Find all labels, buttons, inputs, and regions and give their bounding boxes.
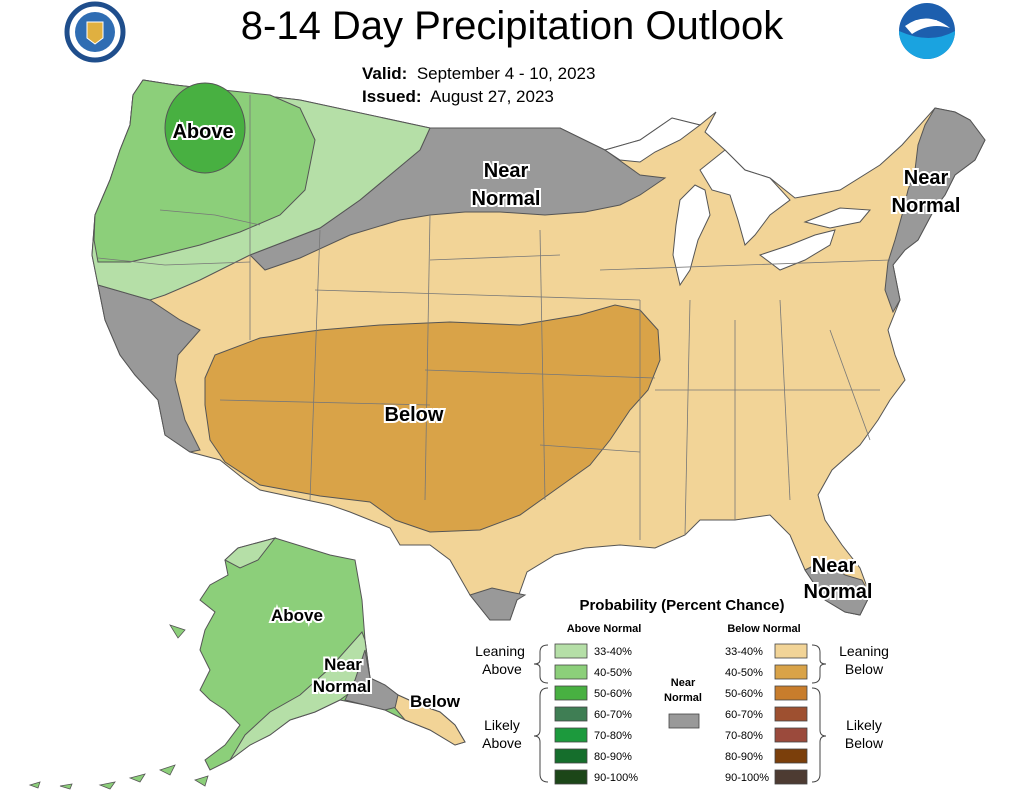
label-ak-above: Above	[271, 606, 323, 625]
brace-leaning-above	[533, 644, 549, 684]
legend-below-label-5: 70-80%	[725, 730, 763, 742]
label-below-center: Below	[385, 404, 444, 426]
issued-line: Issued: August 27, 2023	[362, 87, 554, 107]
alaska-panhandle	[394, 694, 466, 746]
label-near-fl-2: Normal	[804, 581, 873, 603]
below-40-50	[204, 304, 661, 533]
alaska-islands	[28, 624, 209, 790]
near-normal-texas	[469, 587, 527, 621]
alaska-above-33-40	[224, 537, 277, 569]
noaa-logo-icon: NOAA	[899, 3, 955, 59]
label-near-ne-2: Normal	[892, 195, 961, 217]
legend-leaning-above-2: Above	[482, 661, 522, 677]
brace-leaning-below	[811, 644, 827, 684]
legend-below-rows: 33-40% 40-50% 50-60% 60-70% 70-80% 80-90% 90-1…	[725, 643, 808, 785]
legend-above-label-1: 33-40%	[594, 646, 632, 658]
legend-near-header-1: Near	[671, 677, 696, 689]
valid-label: Valid:	[362, 64, 408, 83]
legend-below-swatch-4	[774, 706, 808, 722]
legend-below-label-2: 40-50%	[725, 667, 763, 679]
legend-leaning-above-1: Leaning	[475, 643, 525, 659]
valid-line: Valid: September 4 - 10, 2023	[362, 64, 595, 84]
legend-below-swatch-2	[774, 664, 808, 680]
legend-below-label-6: 80-90%	[725, 751, 763, 763]
great-lakes	[603, 117, 872, 287]
legend-above-label-5: 70-80%	[594, 730, 632, 742]
legend-above-header: Above Normal	[567, 623, 642, 635]
near-normal-florida	[804, 559, 871, 616]
brace-likely-below	[811, 687, 827, 783]
legend-above-label-2: 40-50%	[594, 667, 632, 679]
state-lines	[97, 95, 891, 540]
doc-seal-icon	[64, 1, 126, 63]
brace-likely-above	[533, 687, 549, 783]
label-near-north-1: Near	[484, 160, 529, 182]
legend-below-swatch-3	[774, 685, 808, 701]
label-near-north-2: Normal	[472, 188, 541, 210]
legend-below-label-4: 60-70%	[725, 709, 763, 721]
legend-above-swatch-1	[554, 643, 588, 659]
legend-below-label-7: 90-100%	[725, 772, 769, 784]
issued-value: August 27, 2023	[430, 87, 554, 106]
legend-leaning-below-1: Leaning	[839, 643, 889, 659]
valid-value: September 4 - 10, 2023	[416, 64, 596, 83]
legend-above-label-7: 90-100%	[594, 772, 638, 784]
legend-below-swatch-7	[774, 769, 808, 785]
legend-below-label-3: 50-60%	[725, 688, 763, 700]
label-near-fl-1: Near	[812, 555, 857, 577]
legend-likely-below-1: Likely	[846, 717, 882, 733]
legend-above-swatch-5	[554, 727, 588, 743]
legend-likely-above-2: Above	[482, 735, 522, 751]
legend: Probability (Percent Chance) Above Norma…	[475, 597, 889, 785]
legend-above-label-3: 50-60%	[594, 688, 632, 700]
legend-near-header-2: Normal	[664, 692, 702, 704]
legend-title: Probability (Percent Chance)	[579, 597, 784, 614]
legend-below-header: Below Normal	[727, 623, 800, 635]
alaska-base	[199, 537, 466, 771]
legend-below-swatch-6	[774, 748, 808, 764]
legend-below-label-1: 33-40%	[725, 646, 763, 658]
legend-below-swatch-5	[774, 727, 808, 743]
legend-below-swatch-1	[774, 643, 808, 659]
legend-above-label-4: 60-70%	[594, 709, 632, 721]
legend-above-swatch-4	[554, 706, 588, 722]
legend-above-swatch-2	[554, 664, 588, 680]
near-normal-ne	[884, 107, 986, 314]
noaa-logo-text: NOAA	[915, 19, 939, 28]
legend-above-swatch-6	[554, 748, 588, 764]
legend-likely-above-1: Likely	[484, 717, 520, 733]
label-above-nw: Above	[172, 121, 233, 143]
label-ak-below: Below	[410, 692, 461, 711]
legend-near-swatch	[668, 713, 700, 729]
above-50-60-core	[164, 82, 246, 174]
label-near-ne-1: Near	[904, 167, 949, 189]
legend-likely-below-2: Below	[845, 735, 884, 751]
legend-leaning-below-2: Below	[845, 661, 884, 677]
legend-above-label-6: 80-90%	[594, 751, 632, 763]
issued-label: Issued:	[362, 87, 422, 106]
legend-above-swatch-7	[554, 769, 588, 785]
page-title: 8-14 Day Precipitation Outlook	[240, 4, 784, 48]
legend-above-rows: 33-40% 40-50% 50-60% 60-70% 70-80% 80-90% 90-1…	[554, 643, 638, 785]
near-normal-west	[97, 284, 201, 453]
legend-above-swatch-3	[554, 685, 588, 701]
label-ak-near-2: Normal	[313, 677, 372, 696]
label-ak-near-1: Near	[324, 655, 362, 674]
